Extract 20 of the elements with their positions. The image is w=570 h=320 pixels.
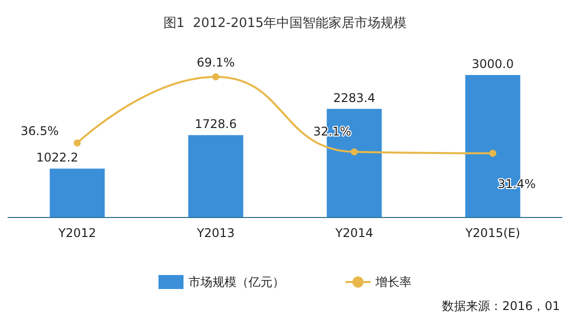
bar xyxy=(188,135,244,217)
chart-title: 图1 2012-2015年中国智能家居市场规模 xyxy=(163,15,407,31)
legend-label: 增长率 xyxy=(374,275,412,289)
data-label: 36.5% xyxy=(20,124,59,138)
point xyxy=(74,139,81,146)
data-label: 1022.2 xyxy=(36,150,78,165)
data-label: 3000.0 xyxy=(472,57,514,71)
point xyxy=(489,150,496,157)
data-label: 2283.4 xyxy=(333,90,376,105)
legend-label: 市场规模（亿元） xyxy=(188,275,284,289)
x-tick-label: Y2013 xyxy=(196,226,235,240)
data-label: 1728.6 xyxy=(194,117,237,132)
x-tick-label: Y2015(E) xyxy=(464,226,520,240)
data-label: 69.1% xyxy=(196,55,235,70)
bar xyxy=(50,168,105,217)
x-tick-label: Y2014 xyxy=(334,226,374,240)
source-note: 数据来源：2016，01 xyxy=(442,299,560,313)
x-tick-label: Y2012 xyxy=(57,226,96,240)
point xyxy=(350,148,358,156)
point xyxy=(212,73,220,80)
